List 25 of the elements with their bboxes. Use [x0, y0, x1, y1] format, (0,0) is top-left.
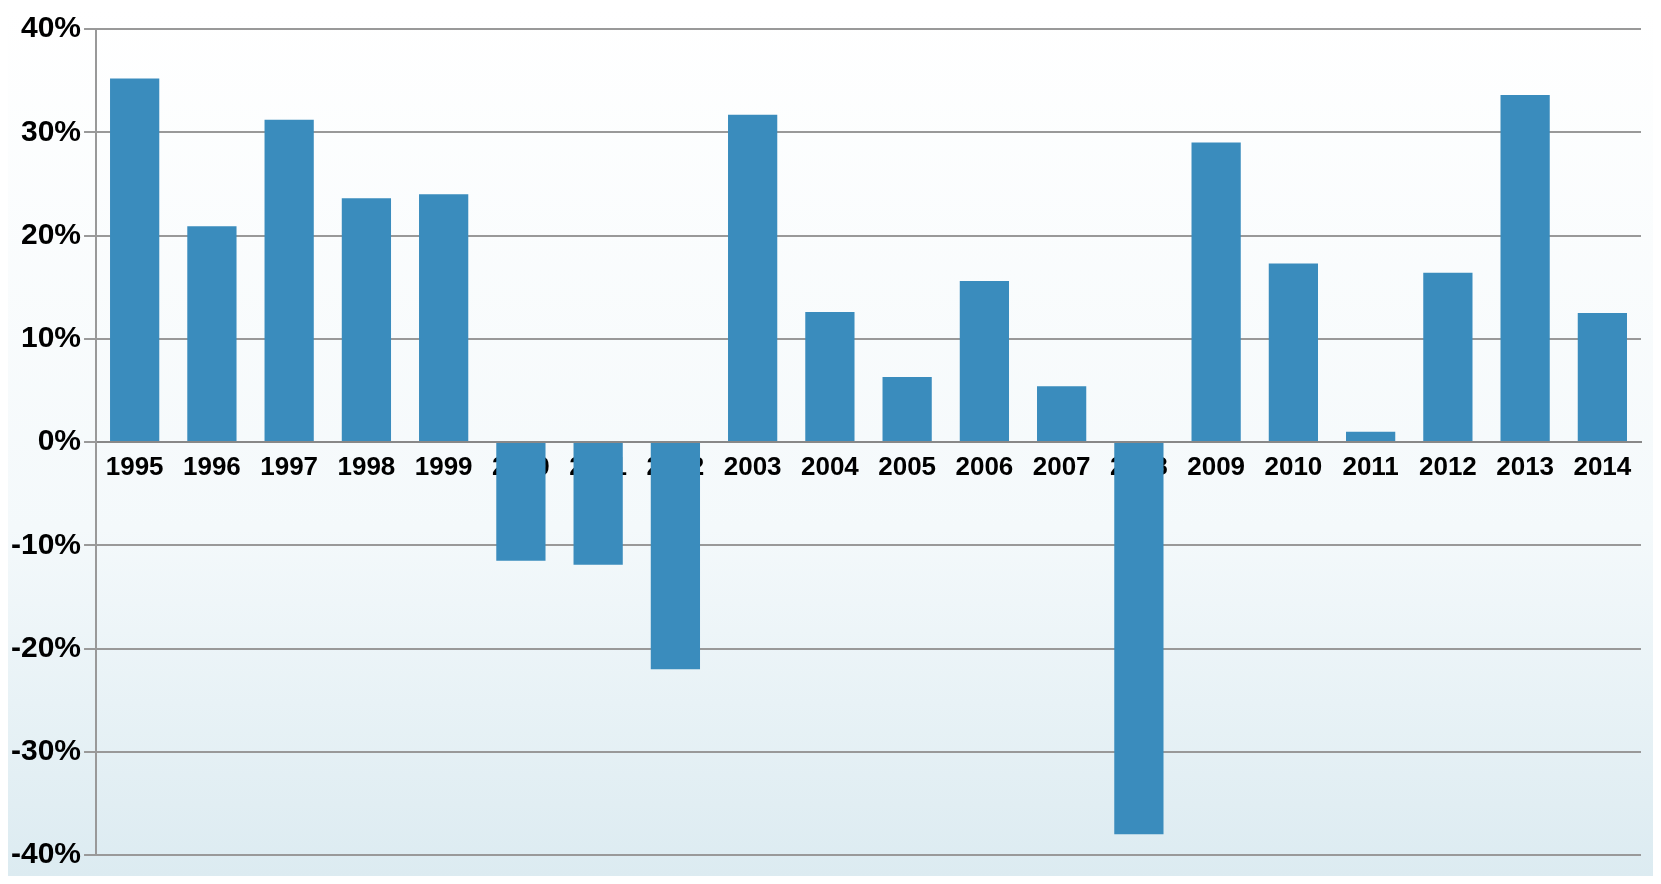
x-tick-label: 2006 [955, 450, 1014, 481]
y-tick-label: -20% [10, 629, 82, 663]
x-tick-label: 2013 [1496, 450, 1555, 481]
x-tick-label: 2005 [878, 450, 937, 481]
x-tick-label: 1998 [337, 450, 396, 481]
y-tick-label: -10% [10, 526, 82, 560]
x-tick-label: 1995 [105, 450, 164, 481]
x-tick-label: 2003 [723, 450, 782, 481]
y-tick-label: -40% [10, 836, 82, 870]
y-tick-label: 30% [20, 113, 82, 147]
x-tick-label: 2012 [1418, 450, 1477, 481]
y-tick-label: 20% [20, 216, 82, 250]
x-tick-label: 2009 [1187, 450, 1246, 481]
y-tick-label: 10% [20, 320, 82, 354]
x-tick-label: 1996 [182, 450, 241, 481]
x-tick-label: 2014 [1573, 450, 1632, 481]
x-tick-label: 2004 [800, 450, 860, 481]
y-tick-label: -30% [10, 733, 82, 767]
x-tick-label: 2007 [1032, 450, 1091, 481]
x-tick-label: 2011 [1342, 450, 1399, 481]
y-tick-label: 40% [20, 10, 82, 44]
x-tick-label: 1997 [260, 450, 319, 481]
y-tick-label: 0% [37, 423, 82, 457]
x-tick-label: 1999 [414, 450, 473, 481]
x-tick-label: 2010 [1264, 450, 1323, 481]
